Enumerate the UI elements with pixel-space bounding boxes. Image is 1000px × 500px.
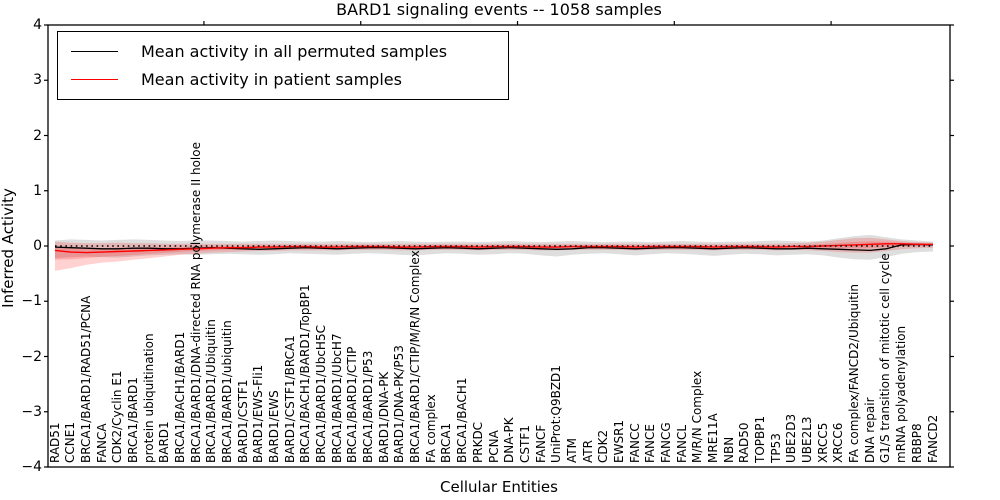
- x-category-label: BRCA1/BARD1/P53: [361, 350, 376, 463]
- y-tick-label: 2: [33, 127, 42, 144]
- x-category-label: mRNA polyadenylation: [894, 325, 909, 463]
- y-tick-label: 3: [33, 72, 42, 89]
- x-category-label: MRE11A: [706, 413, 720, 463]
- legend-line-sample-red-icon: [71, 79, 118, 81]
- x-category-label: ATR: [580, 440, 595, 463]
- x-category-label: EWSR1: [611, 419, 626, 463]
- y-tick-label: −3: [21, 403, 42, 420]
- x-category-label: BRCA1/BACH1: [455, 377, 470, 463]
- x-category-label: BRCA1/BARD1/DNA-directed RNA polymerase …: [188, 142, 203, 463]
- x-category-label: UBE2L3: [800, 416, 815, 463]
- x-category-label: NBN: [721, 436, 736, 463]
- y-tick-label: 1: [33, 182, 42, 199]
- x-category-label: CDK2/Cyclin E1: [110, 370, 125, 463]
- x-category-label: DNA-PK: [502, 417, 517, 463]
- x-category-label: UniProt:Q9BZD1: [549, 365, 564, 463]
- legend-label-permuted: Mean activity in all permuted samples: [141, 41, 448, 61]
- x-category-label: BRCA1: [439, 422, 454, 463]
- x-category-label: CSTF1: [517, 425, 532, 463]
- x-category-label: BRCA1/BACH1/BARD1: [172, 331, 187, 463]
- legend-label-patient: Mean activity in patient samples: [141, 70, 402, 90]
- legend: Mean activity in all permuted samples Me…: [57, 31, 509, 100]
- x-axis-label: Cellular Entities: [440, 478, 558, 496]
- x-category-label: BRCA1/BARD1: [125, 377, 140, 463]
- x-category-label: FANCD2: [925, 414, 940, 463]
- x-category-label: FANCE: [643, 424, 658, 463]
- x-category-label: TOPBP1: [753, 415, 768, 463]
- x-category-label: BARD1/CSTF1/BRCA1: [282, 335, 297, 463]
- x-category-label: BRCA1/BARD1/CTIP/M/R/N Complex: [408, 250, 423, 463]
- x-category-label: RAD51: [47, 422, 62, 463]
- x-category-label: BARD1: [157, 421, 172, 463]
- x-category-label: BARD1/EWS: [267, 390, 281, 463]
- x-category-label: RBBP8: [909, 423, 924, 463]
- x-category-label: BRCA1/BARD1/UbcH7: [329, 333, 344, 463]
- x-category-label: CDK2: [596, 429, 611, 463]
- x-category-label: G1/S transition of mitotic cell cycle: [878, 253, 893, 463]
- x-category-label: FANCA: [94, 423, 109, 463]
- x-category-label: BARD1/CSTF1: [235, 379, 250, 463]
- x-category-label: FANCF: [533, 424, 548, 463]
- x-category-label: FANCG: [658, 422, 673, 463]
- x-category-label: BARD1/DNA-PK: [376, 371, 391, 463]
- y-tick-label: −4: [21, 459, 42, 475]
- y-tick-label: −2: [21, 348, 42, 365]
- legend-item-permuted: Mean activity in all permuted samples: [58, 42, 508, 61]
- y-tick-label: 4: [33, 17, 42, 33]
- x-category-label: FANCC: [627, 423, 642, 463]
- x-category-label: ATM: [564, 438, 579, 463]
- x-category-label: BARD1/EWS-Fli1: [251, 364, 266, 463]
- legend-line-sample-black-icon: [71, 50, 118, 52]
- legend-item-patient: Mean activity in patient samples: [58, 70, 508, 89]
- x-category-label: BRCA1/BARD1/RAD51/PCNA: [78, 295, 93, 463]
- x-category-label: FANCL: [674, 424, 689, 463]
- x-category-label: BRCA1/BARD1/ubiquitin: [219, 320, 234, 463]
- x-category-label: XRCC6: [831, 422, 846, 463]
- x-category-label: FA complex: [423, 394, 438, 463]
- x-category-label: BARD1/DNA-PK/P53: [392, 345, 407, 463]
- chart-title: BARD1 signaling events -- 1058 samples: [336, 0, 662, 19]
- x-category-label: BRCA1/BARD1/Ubiquitin: [204, 319, 219, 463]
- x-category-label: M/R/N Complex: [690, 370, 705, 463]
- y-tick-label: −1: [21, 293, 42, 310]
- x-category-label: BRCA1/BARD1/UbcH5C: [314, 325, 329, 463]
- x-category-label: CCNE1: [63, 422, 78, 463]
- x-category-label: PRKDC: [470, 421, 485, 463]
- x-category-label: BRCA1/BACH1/BARD1/TopBP1: [298, 284, 313, 463]
- y-tick-label: 0: [33, 238, 42, 254]
- x-category-label: UBE2D3: [784, 413, 799, 463]
- x-category-label: PCNA: [486, 430, 501, 463]
- x-category-label: protein ubiquitination: [141, 333, 156, 463]
- x-category-label: RAD50: [737, 422, 752, 463]
- x-category-label: TP53: [768, 433, 783, 463]
- x-category-label: BRCA1/BARD1/CTIP: [345, 346, 360, 463]
- x-category-label: XRCC5: [815, 422, 830, 463]
- x-category-label: FA complex/FANCD2/Ubiquitin: [847, 284, 862, 463]
- x-category-label: DNA repair: [862, 397, 877, 463]
